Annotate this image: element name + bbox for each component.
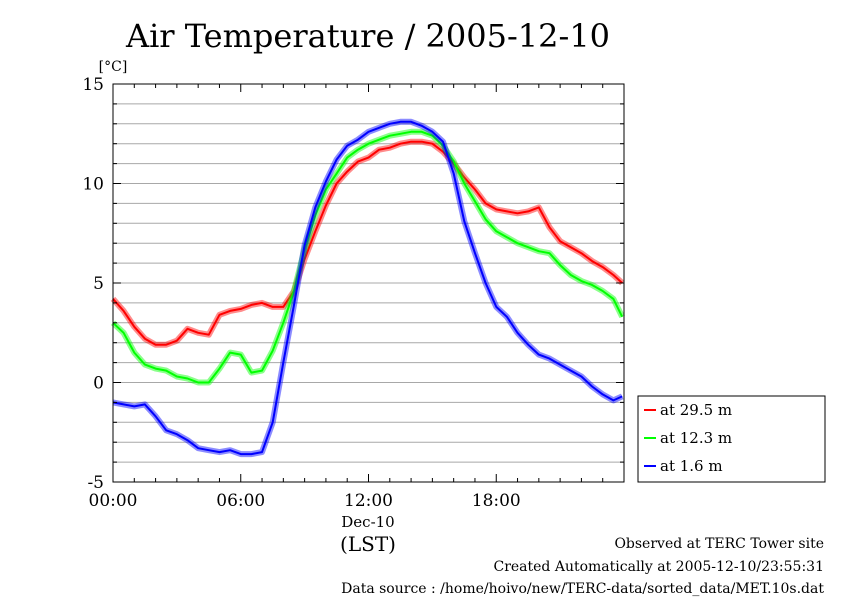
x-axis-label: (LST) — [340, 532, 396, 556]
legend-box — [637, 395, 826, 483]
legend: at 29.5 m at 12.3 m at 1.6 m — [637, 395, 826, 483]
y-tick-label: -5 — [87, 473, 104, 493]
series-line-3 — [112, 120, 623, 456]
y-tick-label: 15 — [82, 75, 104, 95]
y-tick-label: 10 — [82, 175, 104, 195]
series-line-2 — [112, 130, 624, 384]
footer-created-note: Created Automatically at 2005-12-10/23:5… — [493, 559, 824, 575]
series-lines — [110, 118, 625, 458]
footer-site-note: Observed at TERC Tower site — [614, 536, 824, 552]
footer-source-note: Data source : /home/hoivo/new/TERC-data/… — [341, 581, 824, 597]
y-axis-unit-label: [°C] — [99, 59, 128, 75]
x-tick-label: 12:00 — [344, 491, 393, 511]
x-tick-label: 00:00 — [89, 491, 138, 511]
axis-ticks — [112, 83, 625, 483]
series-band-2 — [110, 128, 625, 386]
legend-label-3: at 1.6 m — [660, 457, 723, 475]
x-tick-labels: 00:00 06:00 12:00 18:00 — [89, 491, 521, 511]
legend-label-2: at 12.3 m — [660, 429, 732, 447]
y-tick-label: 5 — [93, 274, 104, 294]
y-tick-label: 0 — [93, 374, 104, 394]
y-tick-labels: -5 0 5 10 15 — [82, 75, 104, 493]
x-tick-label: 18:00 — [472, 491, 521, 511]
series-line-1 — [112, 140, 623, 346]
x-tick-label: 06:00 — [216, 491, 265, 511]
chart-title: Air Temperature / 2005-12-10 — [125, 17, 610, 55]
legend-label-1: at 29.5 m — [660, 401, 732, 419]
series-band-3 — [112, 118, 624, 458]
x-axis-date-label: Dec-10 — [341, 513, 394, 531]
